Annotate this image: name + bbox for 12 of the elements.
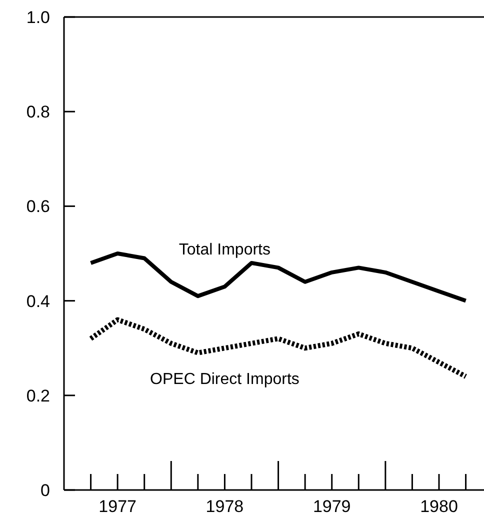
- y-tick-label: 0.6: [26, 197, 50, 216]
- x-tick-label: 1980: [420, 497, 458, 516]
- y-tick-label: 0.2: [26, 386, 50, 406]
- y-tick-label: 0.8: [26, 102, 50, 122]
- x-tick-label: 1977: [98, 497, 136, 516]
- y-tick-label: 1.0: [26, 8, 50, 27]
- y-tick-label: 0: [40, 481, 50, 500]
- x-tick-label: 1979: [312, 497, 351, 516]
- series-label: OPEC Direct Imports: [150, 371, 300, 388]
- y-tick-label: 0.4: [26, 292, 50, 311]
- series-label: Total Imports: [178, 242, 271, 259]
- x-tick-label: 1978: [206, 497, 244, 516]
